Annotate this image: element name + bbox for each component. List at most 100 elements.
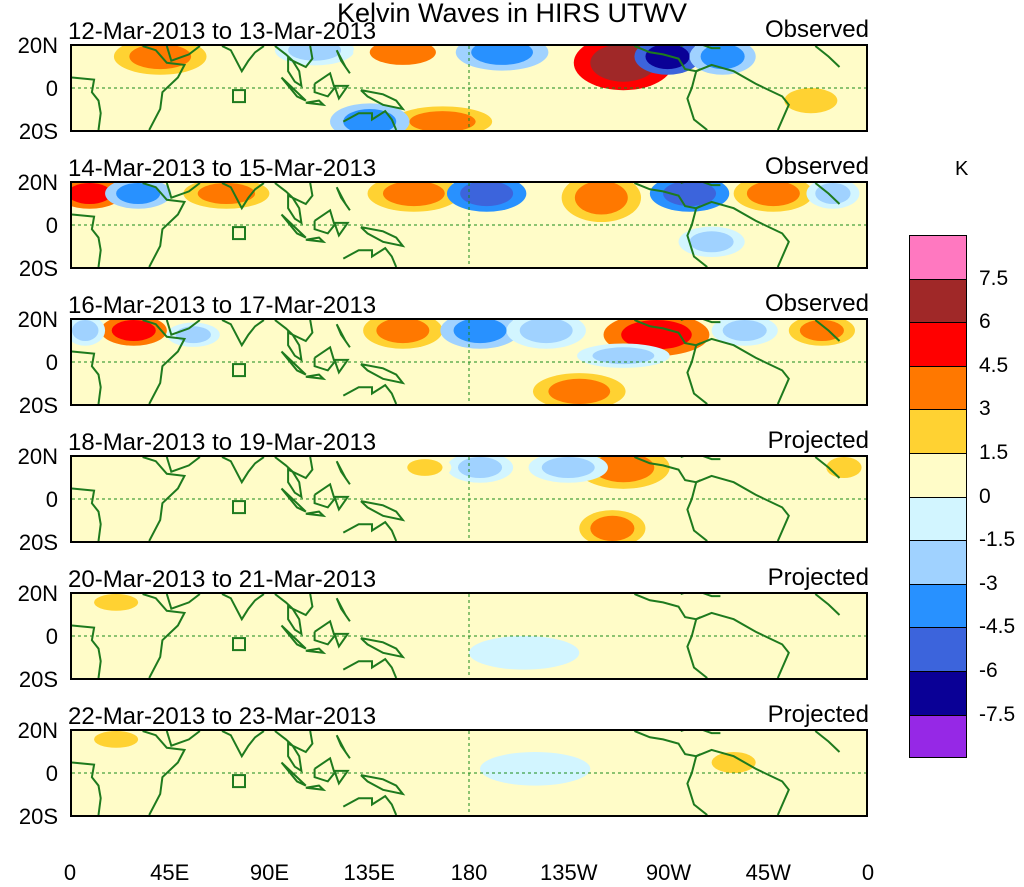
coastline (313, 345, 336, 372)
coastline (333, 358, 350, 375)
coastline (165, 594, 201, 610)
anomaly-map (70, 729, 868, 817)
colorbar-level-label: 7.5 (979, 266, 1009, 290)
coastline (313, 482, 336, 509)
coastline (695, 63, 790, 130)
anomaly-contour (711, 752, 756, 773)
coastline (72, 213, 102, 267)
coastline (274, 46, 314, 88)
island-outline (232, 363, 247, 378)
anomaly-contour (519, 320, 573, 344)
anomaly-contour (541, 457, 595, 478)
coastline (335, 460, 351, 485)
colorbar-swatch (909, 540, 967, 584)
coastline (686, 755, 708, 815)
panel-date-range: 20-Mar-2013 to 21-Mar-2013 (68, 566, 377, 593)
colorbar-swatch (909, 409, 967, 453)
anomaly-contour (590, 515, 635, 541)
colorbar-swatch (909, 583, 967, 628)
coastline (695, 474, 790, 541)
coastline (342, 246, 398, 267)
longitude-tick-label: 0 (861, 860, 875, 885)
map-canvas (72, 731, 866, 815)
coastline (335, 734, 351, 759)
latitude-label: 20S (18, 530, 58, 555)
anomaly-field (72, 183, 860, 258)
coastline (142, 320, 187, 404)
anomaly-contour (702, 612, 765, 639)
coastline (313, 619, 336, 646)
map-canvas (72, 457, 866, 541)
longitude-tick-label: 135W (540, 860, 598, 885)
coastline (360, 89, 406, 111)
latitude-label: 20S (18, 667, 58, 692)
coastline (814, 731, 841, 753)
longitude-tick-label: 45E (150, 860, 190, 885)
latitude-label: 20N (17, 33, 58, 58)
latitude-label: 0 (45, 624, 58, 649)
panel-status: Observed (764, 16, 869, 43)
anomaly-contour (746, 183, 800, 207)
coastline (274, 731, 314, 773)
coastline (72, 487, 102, 541)
coastline (342, 383, 398, 404)
anomaly-contour (197, 183, 256, 204)
panel-status: Projected (767, 701, 869, 728)
longitude-tick-label: 90E (249, 860, 290, 885)
coastline (680, 594, 721, 598)
anomaly-contour (407, 459, 443, 476)
coastline (333, 221, 350, 238)
anomaly-contour (621, 320, 692, 350)
coastline (342, 520, 398, 541)
coastline (280, 350, 307, 376)
coastline (360, 363, 406, 385)
coastline (274, 320, 314, 362)
anomaly-contour (376, 320, 430, 344)
anomaly-field (83, 594, 765, 670)
coastlines (72, 731, 841, 815)
anomaly-contour (592, 347, 655, 365)
coastline (686, 344, 708, 404)
anomaly-map (70, 44, 868, 132)
anomaly-contour (689, 231, 734, 253)
island-outline (232, 89, 247, 104)
coastline (695, 200, 790, 267)
coastline (142, 183, 187, 267)
coastline (274, 457, 314, 499)
coastline (335, 597, 351, 622)
coastline (695, 748, 790, 815)
island-outline (232, 500, 247, 515)
colorbar-level-label: 1.5 (979, 441, 1009, 464)
coastline (695, 337, 790, 404)
colorbar-swatch (909, 496, 967, 541)
anomaly-contour (409, 111, 476, 130)
coastline (305, 236, 327, 244)
latitude-label: 0 (45, 213, 58, 238)
anomaly-map (70, 455, 868, 543)
longitude-axis: 0 45E 90E 135E 180 135W 90W 45W 0 (0, 860, 1024, 887)
panel-status: Projected (767, 564, 869, 591)
coastline (680, 46, 721, 50)
coastline (360, 774, 406, 796)
anomaly-contour (471, 46, 533, 65)
coastline (221, 457, 265, 485)
coastline (280, 76, 307, 102)
anomaly-contour (826, 457, 862, 478)
anomaly-contour (288, 46, 342, 61)
coastline (165, 183, 201, 199)
latitude-label: 20S (18, 393, 58, 418)
coastlines (72, 457, 841, 541)
coastline (165, 320, 201, 336)
longitude-tick-label: 0 (63, 860, 77, 885)
anomaly-contour (382, 183, 445, 207)
anomaly-field (98, 457, 866, 541)
coastlines (72, 320, 841, 404)
anomaly-field (83, 731, 767, 794)
coastline (360, 226, 406, 248)
colorbar: 7.5 6 4.5 3 1.5 0 -1.5 -3 -4.5 -6 -7.5 (909, 235, 1015, 759)
island-outline (232, 637, 247, 652)
colorbar-level-label: -6 (979, 659, 998, 682)
coastline (305, 647, 327, 655)
anomaly-contour (548, 378, 611, 404)
coastline (680, 457, 721, 461)
